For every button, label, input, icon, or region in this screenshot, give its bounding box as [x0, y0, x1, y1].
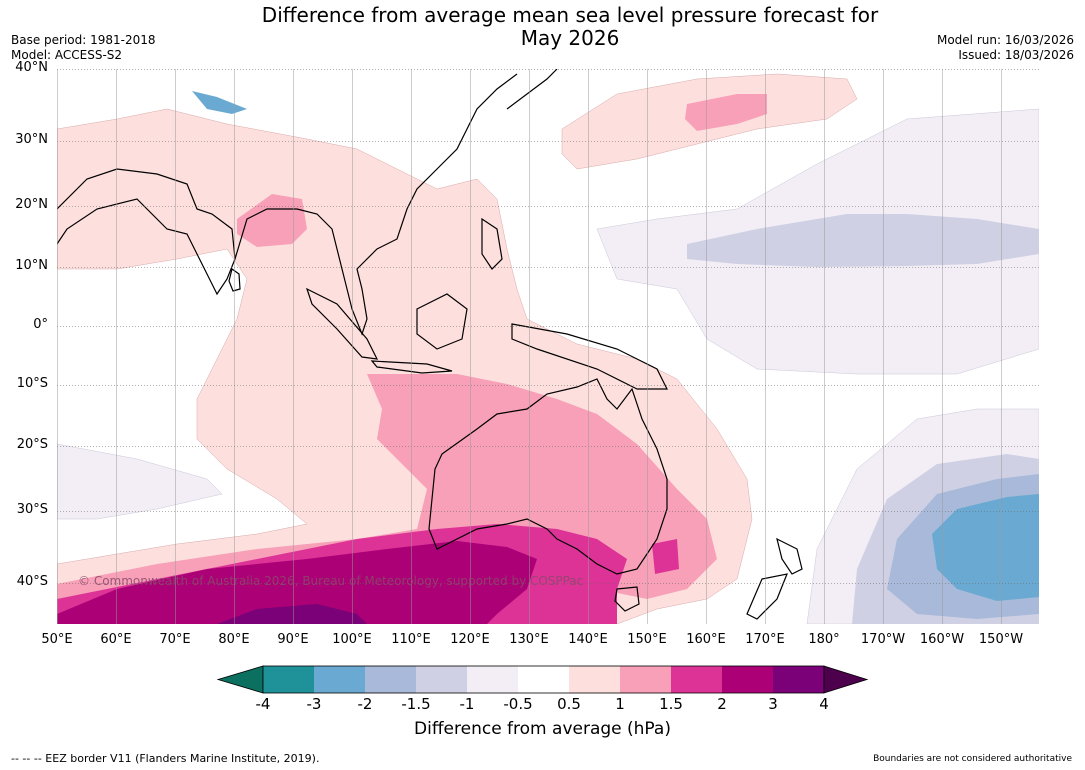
colorbar-extend-high: [823, 665, 869, 694]
longitude-label: 50°E: [41, 632, 73, 647]
colorbar-tick-label: 1.5: [659, 695, 683, 713]
longitude-label: 100°E: [332, 632, 372, 647]
coastline-new-guinea: [511, 323, 668, 390]
coastline-japan: [506, 69, 558, 110]
pressure-anomaly-map: [57, 69, 1039, 624]
longitude-label: 160°E: [686, 632, 726, 647]
boundaries-note: Boundaries are not considered authoritat…: [873, 754, 1072, 764]
anomaly-neg-0p5-neg-1-indian-ocean: [57, 443, 223, 520]
colorbar-tick-label: -1: [459, 695, 475, 713]
colorbar-tick-label: -1.5: [401, 695, 431, 713]
latitude-label: 0°: [33, 317, 48, 332]
coastline-mainland-asia: [234, 73, 518, 336]
longitude-label: 60°E: [100, 632, 132, 647]
colorbar-segment: [518, 666, 569, 693]
anomaly-3-4-region: [217, 604, 367, 624]
issued-date: Issued: 18/03/2026: [958, 48, 1074, 62]
colorbar-label: Difference from average (hPa): [414, 719, 671, 739]
longitude-label: 150°E: [627, 632, 667, 647]
model-run: Model run: 16/03/2026: [936, 33, 1074, 47]
graticule: [57, 69, 1039, 624]
coastline-new-zealand-north: [776, 537, 803, 575]
latitude-label: 20°S: [16, 437, 48, 452]
longitude-label: 140°E: [568, 632, 608, 647]
anomaly-1-1p5-north-pacific: [685, 94, 767, 131]
latitude-label: 30°S: [16, 502, 48, 517]
base-period: Base period: 1981-2018: [11, 33, 156, 47]
coastline-new-zealand-south: [746, 573, 788, 620]
coastlines: [57, 69, 803, 620]
anomaly-2-3-region: [57, 541, 537, 624]
title-line-1: Difference from average mean sea level p…: [261, 3, 879, 27]
colorbar-segment: [416, 666, 467, 693]
colorbar-boxes: [216, 665, 869, 694]
latitude-label: 40°N: [15, 60, 48, 75]
latitude-label: 40°S: [16, 574, 48, 589]
longitude-label: 90°E: [277, 632, 309, 647]
longitude-label: 70°E: [159, 632, 191, 647]
negative-anomaly-fields: [57, 91, 1039, 624]
longitude-label: 110°E: [391, 632, 431, 647]
coastline-tasmania: [614, 586, 640, 612]
coastline-sri-lanka: [228, 267, 241, 292]
longitude-label: 120°E: [450, 632, 490, 647]
meta-right: Model run: 16/03/2026 Issued: 18/03/2026: [937, 33, 1074, 63]
longitude-label: 170°W: [860, 632, 906, 647]
anomaly-1p5-2-tasman: [652, 539, 679, 574]
latitude-label: 30°N: [15, 132, 48, 147]
positive-anomaly-fields: [57, 73, 858, 624]
colorbar-tick-label: -0.5: [503, 695, 533, 713]
coastline-philippines: [481, 217, 503, 270]
anomaly-1-1p5-bay-of-bengal: [237, 194, 307, 247]
longitude-label: 150°W: [978, 632, 1024, 647]
colorbar-segment: [569, 666, 620, 693]
colorbar-segment: [671, 666, 722, 693]
colorbar-segment: [620, 666, 671, 693]
longitude-label: 80°E: [218, 632, 250, 647]
model-name: Model: ACCESS-S2: [11, 48, 123, 62]
colorbar-tick-label: 4: [819, 695, 829, 713]
meta-left: Base period: 1981-2018 Model: ACCESS-S2: [11, 33, 156, 63]
latitude-label: 10°S: [16, 376, 48, 391]
colorbar-segment: [365, 666, 416, 693]
map-title: Difference from average mean sea level p…: [200, 4, 940, 50]
coastline-borneo: [416, 293, 468, 350]
colorbar-tick-label: -4: [255, 695, 271, 713]
colorbar-tick-label: -3: [306, 695, 322, 713]
colorbar-tick-label: 0.5: [557, 695, 581, 713]
coastline-sumatra: [305, 287, 379, 360]
latitude-label: 10°N: [15, 258, 48, 273]
longitude-label: 160°W: [919, 632, 965, 647]
longitude-label: 180°: [808, 632, 840, 647]
colorbar-tick-label: -2: [357, 695, 373, 713]
colorbar-tick-label: 2: [717, 695, 727, 713]
copyright-notice: © Commonwealth of Australia 2026, Bureau…: [78, 574, 584, 588]
colorbar-segment: [314, 666, 365, 693]
colorbar-tick-label: 3: [768, 695, 778, 713]
eez-border-note: -- -- -- EEZ border V11 (Flanders Marine…: [11, 752, 320, 765]
coastline-india: [57, 168, 236, 296]
latitude-label: 20°N: [15, 197, 48, 212]
colorbar-segment: [263, 666, 314, 693]
longitude-label: 170°E: [745, 632, 785, 647]
colorbar-segment: [722, 666, 773, 693]
coastline-java: [370, 360, 453, 374]
anomaly-neg-tibet: [192, 91, 247, 114]
colorbar-extend-low: [216, 665, 264, 694]
colorbar-tick-label: 1: [615, 695, 625, 713]
colorbar: [216, 665, 869, 694]
title-line-2: May 2026: [520, 26, 620, 50]
anomaly-neg-2-neg-3-south-pacific: [932, 494, 1039, 601]
coastline-australia: [428, 378, 668, 575]
longitude-label: 130°E: [509, 632, 549, 647]
anomaly-neg-1-neg-1p5-band: [687, 214, 1039, 267]
colorbar-segment: [467, 666, 518, 693]
colorbar-segment: [773, 666, 824, 693]
